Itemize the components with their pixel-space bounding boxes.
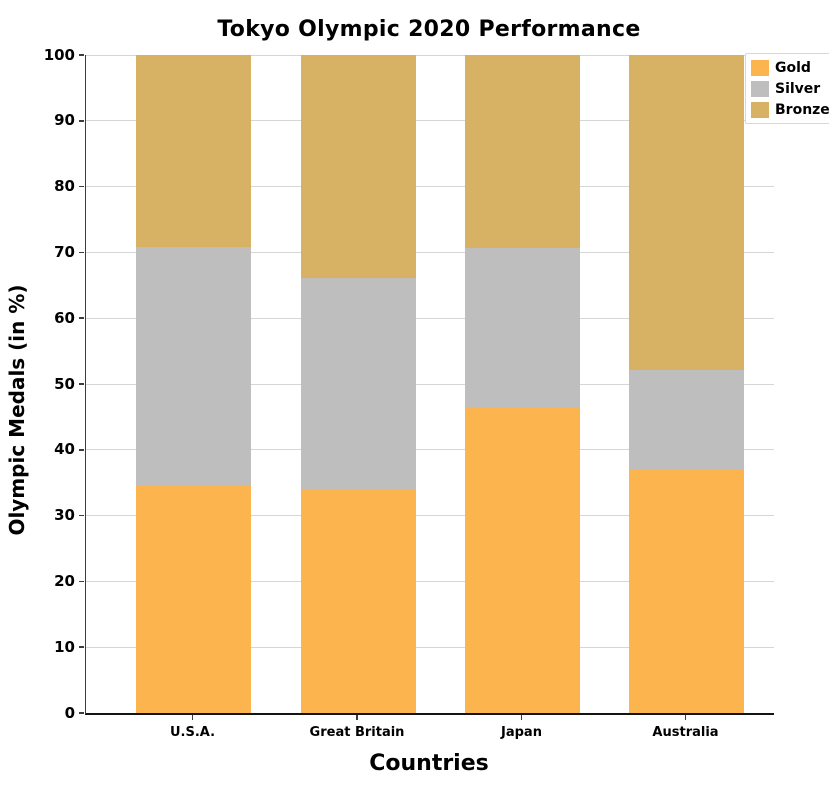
legend-label-gold: Gold	[775, 59, 811, 76]
x-tick-mark-australia	[684, 715, 687, 720]
y-tick-label-20: 20	[54, 571, 75, 590]
legend-label-silver: Silver	[775, 80, 821, 97]
bar-u-s-a-gold	[136, 485, 251, 713]
y-tick-label-60: 60	[54, 308, 75, 327]
legend-swatch-gold	[751, 59, 769, 76]
gridline-100	[86, 54, 774, 56]
y-tick-mark-40	[79, 449, 84, 451]
gridline-70	[86, 251, 774, 253]
y-axis-label: Olympic Medals (in %)	[5, 284, 29, 536]
y-tick-label-70: 70	[54, 242, 75, 261]
y-tick-mark-90	[79, 120, 84, 122]
legend: Gold Silver Bronze	[745, 53, 829, 124]
legend-swatch-silver	[751, 80, 769, 97]
bar-u-s-a-bronze	[136, 55, 251, 248]
x-axis-label: Countries	[369, 751, 489, 776]
y-tick-label-10: 10	[54, 637, 75, 656]
y-tick-mark-60	[79, 317, 84, 319]
bar-australia-bronze	[629, 54, 744, 370]
bar-great-britain-gold	[300, 490, 416, 713]
y-tick-label-30: 30	[54, 506, 75, 525]
legend-label-bronze: Bronze	[775, 101, 829, 118]
y-tick-label-40: 40	[54, 440, 75, 459]
y-tick-mark-0	[79, 712, 84, 714]
x-tick-label-u-s-a: U.S.A.	[169, 725, 216, 740]
y-tick-mark-80	[79, 185, 84, 188]
y-tick-mark-20	[79, 580, 84, 583]
y-tick-label-50: 50	[54, 374, 75, 393]
bar-great-britain-silver	[300, 277, 416, 491]
x-tick-mark-japan	[520, 715, 523, 720]
x-tick-mark-great-britain	[356, 715, 358, 720]
legend-item-silver: Silver	[751, 78, 829, 99]
x-tick-mark-u-s-a	[191, 715, 194, 720]
bar-great-britain-bronze	[300, 54, 416, 278]
plot-area	[85, 54, 774, 715]
y-tick-mark-100	[79, 54, 84, 56]
legend-item-gold: Gold	[751, 57, 829, 78]
gridline-20	[86, 580, 774, 582]
y-tick-mark-10	[79, 646, 84, 648]
bar-australia	[629, 54, 744, 713]
y-tick-label-100: 100	[43, 45, 75, 64]
y-tick-mark-50	[79, 383, 84, 385]
y-tick-label-90: 90	[54, 111, 75, 130]
gridline-60	[86, 317, 774, 319]
bar-japan-bronze	[465, 55, 580, 248]
bar-australia-silver	[629, 369, 744, 470]
gridline-80	[86, 186, 774, 188]
x-tick-label-australia: Australia	[652, 725, 719, 740]
bar-great-britain	[300, 54, 416, 713]
bar-japan-silver	[465, 247, 580, 407]
gridline-50	[86, 383, 774, 385]
y-tick-label-80: 80	[54, 177, 75, 196]
bar-australia-gold	[629, 469, 744, 713]
x-tick-label-japan: Japan	[501, 725, 542, 740]
y-tick-label-0: 0	[64, 703, 75, 722]
bar-u-s-a	[136, 55, 251, 713]
bar-u-s-a-silver	[136, 247, 251, 486]
bar-japan	[465, 55, 580, 713]
gridline-10	[86, 646, 774, 648]
chart-title: Tokyo Olympic 2020 Performance	[217, 17, 641, 42]
legend-swatch-bronze	[751, 101, 769, 118]
gridline-90	[86, 120, 774, 122]
y-tick-mark-70	[79, 251, 84, 254]
bar-japan-gold	[465, 406, 580, 713]
gridline-30	[86, 515, 774, 517]
gridline-40	[86, 449, 774, 451]
y-tick-mark-30	[79, 514, 84, 517]
legend-item-bronze: Bronze	[751, 99, 829, 120]
x-tick-label-great-britain: Great Britain	[309, 725, 405, 740]
